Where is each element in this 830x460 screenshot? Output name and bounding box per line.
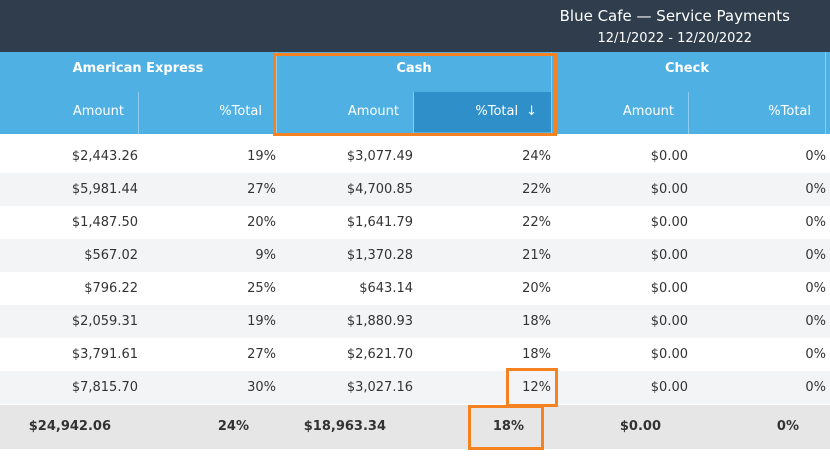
amex-amount-cell: $1,487.50 <box>71 215 138 230</box>
check-amount-cell: $0.00 <box>650 281 688 296</box>
group-american-express: American Express <box>72 61 204 76</box>
amex-amount-cell: $5,981.44 <box>71 182 138 197</box>
column-header-row: Amount %Total Amount %Total ↓ Amount %Tot… <box>0 92 830 134</box>
amex-amount-cell: $7,815.70 <box>71 380 138 395</box>
check-percent-total: 0% <box>776 419 799 434</box>
data-table-body: $2,443.26 19% $3,077.49 24% $0.00 0% $5,… <box>0 140 830 404</box>
check-amount-cell: $0.00 <box>650 314 688 329</box>
totals-row: $24,942.06 24% $18,963.34 18% $0.00 0% <box>0 405 830 449</box>
cash-amount-cell: $1,880.93 <box>346 314 413 329</box>
col-cash-percent[interactable]: %Total ↓ <box>414 92 551 132</box>
table-row: $796.22 25% $643.14 20% $0.00 0% <box>0 272 830 305</box>
group-header-row: American Express Cash Check <box>0 52 830 92</box>
table-row: $2,059.31 19% $1,880.93 18% $0.00 0% <box>0 305 830 338</box>
cash-percent-cell: 22% <box>522 215 551 230</box>
col-check-percent[interactable]: %Total <box>768 104 811 119</box>
check-amount-cell: $0.00 <box>650 182 688 197</box>
check-percent-cell: 0% <box>805 281 826 296</box>
check-amount-cell: $0.00 <box>650 347 688 362</box>
group-cash: Cash <box>396 61 432 76</box>
check-percent-cell: 0% <box>805 215 826 230</box>
check-amount-cell: $0.00 <box>650 215 688 230</box>
col-check-amount[interactable]: Amount <box>622 104 674 119</box>
amex-percent-total: 24% <box>217 419 249 434</box>
cash-amount-cell: $643.14 <box>359 281 413 296</box>
check-percent-cell: 0% <box>805 380 826 395</box>
amex-percent-cell: 20% <box>247 215 276 230</box>
cash-percent-cell: 12% <box>522 380 551 395</box>
cash-amount-cell: $3,027.16 <box>346 380 413 395</box>
divider <box>413 92 414 134</box>
table-row: $5,981.44 27% $4,700.85 22% $0.00 0% <box>0 173 830 206</box>
amex-percent-cell: 30% <box>247 380 276 395</box>
check-percent-cell: 0% <box>805 182 826 197</box>
amex-amount-cell: $2,059.31 <box>71 314 138 329</box>
amex-amount-cell: $3,791.61 <box>71 347 138 362</box>
cash-amount-cell: $2,621.70 <box>346 347 413 362</box>
check-amount-cell: $0.00 <box>650 248 688 263</box>
cash-percent-cell: 18% <box>522 314 551 329</box>
divider <box>825 92 826 134</box>
table-row: $3,791.61 27% $2,621.70 18% $0.00 0% <box>0 338 830 371</box>
col-cash-amount[interactable]: Amount <box>347 104 399 119</box>
cash-amount-cell: $1,641.79 <box>346 215 413 230</box>
report-date-range: 12/1/2022 - 12/20/2022 <box>597 31 752 46</box>
divider <box>551 52 552 92</box>
col-amex-percent[interactable]: %Total <box>219 104 262 119</box>
report-title: Blue Cafe — Service Payments <box>559 7 790 25</box>
amex-percent-cell: 19% <box>247 149 276 164</box>
col-cash-percent-label: %Total <box>475 104 519 119</box>
amex-amount-cell: $567.02 <box>84 248 138 263</box>
table-row: $1,487.50 20% $1,641.79 22% $0.00 0% <box>0 206 830 239</box>
amex-percent-cell: 27% <box>247 347 276 362</box>
check-amount-total: $0.00 <box>619 419 661 434</box>
cash-amount-cell: $3,077.49 <box>346 149 413 164</box>
divider <box>825 52 826 92</box>
cash-percent-total: 18% <box>492 419 524 434</box>
check-percent-cell: 0% <box>805 347 826 362</box>
amex-amount-cell: $2,443.26 <box>71 149 138 164</box>
sort-descending-icon: ↓ <box>526 104 537 119</box>
divider <box>276 52 277 92</box>
divider <box>688 92 689 134</box>
check-amount-cell: $0.00 <box>650 149 688 164</box>
group-check: Check <box>665 61 709 76</box>
check-percent-cell: 0% <box>805 248 826 263</box>
table-row: $7,815.70 30% $3,027.16 12% $0.00 0% <box>0 371 830 404</box>
cash-percent-cell: 20% <box>522 281 551 296</box>
check-percent-cell: 0% <box>805 149 826 164</box>
cash-amount-cell: $4,700.85 <box>346 182 413 197</box>
cash-percent-cell: 21% <box>522 248 551 263</box>
cash-percent-cell: 22% <box>522 182 551 197</box>
divider <box>276 92 277 134</box>
check-amount-cell: $0.00 <box>650 380 688 395</box>
amex-amount-cell: $796.22 <box>84 281 138 296</box>
amex-percent-cell: 25% <box>247 281 276 296</box>
table-row: $567.02 9% $1,370.28 21% $0.00 0% <box>0 239 830 272</box>
amex-percent-cell: 27% <box>247 182 276 197</box>
amex-percent-cell: 9% <box>255 248 276 263</box>
cash-amount-total: $18,963.34 <box>303 419 386 434</box>
amex-percent-cell: 19% <box>247 314 276 329</box>
cash-amount-cell: $1,370.28 <box>346 248 413 263</box>
divider <box>138 92 139 134</box>
cash-percent-cell: 24% <box>522 149 551 164</box>
divider <box>551 92 552 134</box>
amex-amount-total: $24,942.06 <box>28 419 111 434</box>
col-amex-amount[interactable]: Amount <box>72 104 124 119</box>
table-row: $2,443.26 19% $3,077.49 24% $0.00 0% <box>0 140 830 173</box>
report-header: Blue Cafe — Service Payments 12/1/2022 -… <box>0 0 830 52</box>
cash-percent-cell: 18% <box>522 347 551 362</box>
check-percent-cell: 0% <box>805 314 826 329</box>
